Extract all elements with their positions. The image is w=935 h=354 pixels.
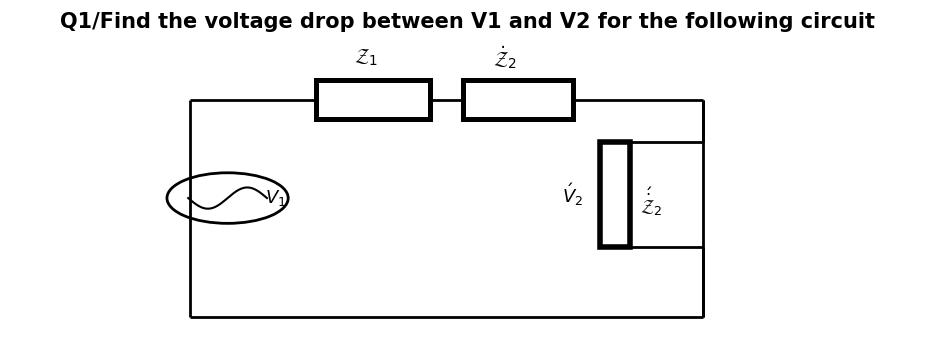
Text: $\mathcal{Z}_1$: $\mathcal{Z}_1$ [354, 47, 379, 68]
Text: $\dot{\mathcal{Z}}_2$: $\dot{\mathcal{Z}}_2$ [494, 44, 517, 71]
Text: $V_1$: $V_1$ [266, 188, 287, 208]
Bar [316, 80, 429, 119]
Text: $\acute{V}_2$: $\acute{V}_2$ [563, 181, 583, 208]
Text: $\acute{\dot{\mathcal{Z}}}_2$: $\acute{\dot{\mathcal{Z}}}_2$ [640, 185, 663, 218]
Bar [599, 142, 630, 247]
Bar [463, 80, 573, 119]
Text: Q1/Find the voltage drop between V1 and V2 for the following circuit: Q1/Find the voltage drop between V1 and … [60, 12, 875, 32]
